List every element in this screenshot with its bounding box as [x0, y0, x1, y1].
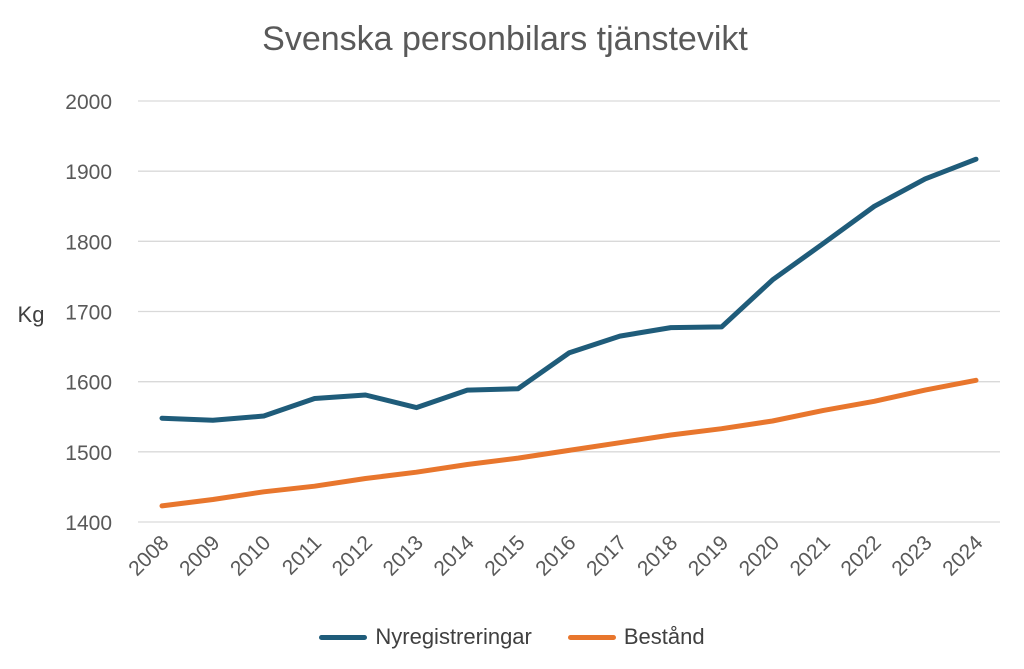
x-tick-label: 2020 — [735, 531, 784, 580]
series-line-nyregistreringar — [159, 156, 979, 423]
legend-swatch-nyregistreringar — [319, 634, 368, 640]
y-tick-label: 1500 — [65, 442, 112, 465]
y-tick-label: 1700 — [65, 302, 112, 325]
legend-label-bestand: Bestånd — [623, 624, 705, 649]
x-tick-label: 2009 — [175, 531, 224, 580]
x-tick-label: 2017 — [582, 531, 631, 580]
x-tick-label: 2008 — [124, 531, 173, 580]
legend-item-nyregistreringar: Nyregistreringar — [319, 624, 532, 650]
y-tick-label: 1800 — [65, 231, 112, 254]
legend-item-bestand: Bestånd — [567, 624, 705, 650]
x-tick-label: 2022 — [836, 531, 885, 580]
x-tick-label: 2012 — [328, 531, 377, 580]
y-axis-label: Kg — [18, 302, 45, 327]
legend: Nyregistreringar Bestånd — [0, 624, 1024, 650]
x-tick-label: 2011 — [278, 531, 326, 579]
x-tick-label: 2024 — [938, 531, 988, 581]
x-tick-label: 2014 — [429, 531, 479, 581]
y-tick-label: 1600 — [65, 372, 112, 395]
x-tick-label: 2021 — [786, 531, 835, 580]
series-line-bestand — [159, 377, 979, 509]
chart-title: Svenska personbilars tjänstevikt — [262, 20, 748, 58]
x-tick-label: 2013 — [379, 531, 428, 580]
y-tick-label: 1400 — [65, 512, 112, 535]
x-tick-label: 2018 — [633, 531, 682, 580]
legend-label-nyregistreringar: Nyregistreringar — [375, 624, 532, 649]
x-tick-label: 2023 — [887, 531, 936, 580]
legend-swatch-bestand — [567, 634, 616, 640]
y-tick-label: 2000 — [65, 91, 112, 114]
x-tick-label: 2010 — [226, 531, 275, 580]
x-tick-label: 2019 — [684, 531, 733, 580]
y-tick-label: 1900 — [65, 161, 112, 184]
x-tick-label: 2015 — [480, 531, 529, 580]
x-tick-label: 2016 — [531, 531, 580, 580]
